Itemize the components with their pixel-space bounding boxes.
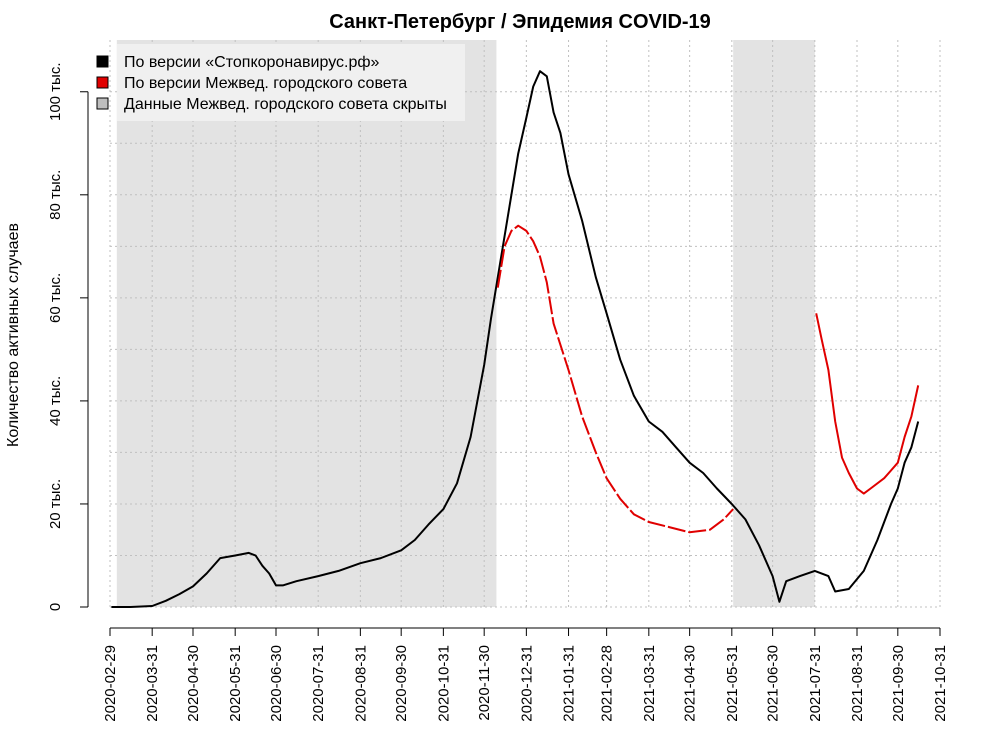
legend-label-1: По версии «Стопкоронавирус.рф» (124, 54, 380, 71)
shaded-periods (116, 40, 815, 607)
legend-swatch-2 (96, 76, 109, 89)
legend: По версии «Стопкоронавирус.рф» По версии … (96, 44, 465, 121)
y-tick-label: 80 тыс. (47, 170, 64, 220)
chart-title: Санкт-Петербург / Эпидемия COVID-19 (329, 11, 711, 33)
series-lines (111, 70, 920, 608)
x-tick-label: 2021-09-30 (890, 645, 907, 722)
series-line-3 (815, 313, 920, 495)
x-tick-label: 2020-07-31 (310, 645, 327, 722)
x-tick-label: 2021-07-31 (807, 645, 824, 722)
legend-swatch-1 (96, 55, 109, 68)
x-tick-label: 2020-03-31 (144, 645, 161, 722)
legend-label-2: По версии Межвед. городского совета (124, 75, 407, 92)
y-tick-label: 60 тыс. (47, 273, 64, 323)
x-tick-label: 2021-06-30 (765, 645, 782, 722)
shaded-period-2 (733, 40, 815, 607)
series-line-1 (111, 70, 920, 608)
axes: 2020-02-29 2020-03-31 2020-04-30 2020-05-31… (47, 63, 949, 722)
x-tick-label: 2020-12-31 (518, 645, 535, 722)
x-tick-label: 2020-05-31 (227, 645, 244, 722)
x-tick-label: 2021-01-31 (561, 645, 578, 722)
y-axis-label: Количество активных случаев (5, 223, 22, 447)
x-tick-label: 2021-10-31 (932, 645, 949, 722)
x-tick-label: 2021-03-31 (641, 645, 658, 722)
x-tick-label: 2020-10-31 (435, 645, 452, 722)
x-tick-label: 2020-06-30 (268, 645, 285, 722)
y-tick-label: 100 тыс. (47, 63, 64, 122)
x-tick-label: 2021-02-28 (599, 645, 616, 722)
y-tick-label: 40 тыс. (47, 376, 64, 426)
legend-background (117, 44, 465, 121)
x-tick-label: 2020-08-31 (352, 645, 369, 722)
grid (109, 40, 941, 608)
shaded-period-1 (116, 40, 497, 607)
x-tick-label: 2020-11-30 (476, 645, 493, 721)
x-tick-label: 2020-09-30 (393, 645, 410, 722)
series-line-2 (496, 224, 734, 534)
x-tick-label: 2021-05-31 (724, 645, 741, 722)
y-tick-label: 20 тыс. (47, 479, 64, 529)
y-tick-label: 0 (47, 603, 64, 611)
x-tick-label: 2021-08-31 (849, 645, 866, 722)
x-tick-label: 2020-04-30 (185, 645, 202, 722)
legend-label-3: Данные Межвед. городского совета скрыты (124, 96, 447, 113)
x-tick-label: 2020-02-29 (102, 645, 119, 722)
legend-swatch-3 (96, 97, 109, 110)
x-tick-label: 2021-04-30 (682, 645, 699, 722)
